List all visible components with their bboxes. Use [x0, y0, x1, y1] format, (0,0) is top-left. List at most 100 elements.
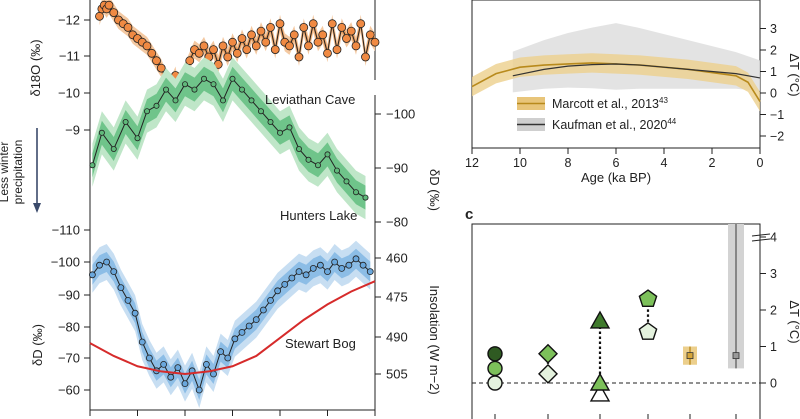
data-point: [202, 360, 210, 368]
data-point: [305, 156, 312, 163]
leviathan-series: [95, 0, 380, 106]
data-point: [109, 8, 119, 18]
data-point: [294, 52, 304, 62]
legend-text-marcott: Marcott et al., 2013: [552, 97, 659, 111]
d18o-tick-label: −10: [58, 86, 80, 101]
circle-marker: [487, 360, 503, 377]
data-point: [172, 97, 179, 104]
data-point: [185, 56, 195, 66]
stewart-series: [88, 255, 374, 394]
data-point: [356, 19, 366, 29]
data-point: [286, 124, 293, 131]
data-point: [219, 97, 226, 104]
data-point: [162, 86, 169, 93]
data-point: [142, 41, 152, 51]
stewart-tick-label: −60: [58, 383, 80, 398]
data-point: [281, 280, 289, 288]
data-point: [338, 264, 346, 272]
data-point: [304, 41, 313, 51]
legend-label-marcott: Marcott et al., 201343: [552, 96, 668, 111]
panel-b-x-label: Age (ka BP): [581, 170, 651, 185]
circle-marker: [487, 346, 503, 362]
data-point: [194, 48, 204, 58]
insolation-axis-label: Insolation (W m−2): [427, 285, 442, 394]
data-point: [237, 34, 247, 43]
panel-a-left-ticks: −12 −11 −10 −9 −110 −100 −90 −80 −70 −60: [51, 13, 90, 398]
data-point: [324, 268, 331, 276]
data-point: [138, 338, 146, 346]
data-point: [342, 34, 351, 43]
data-point: [223, 52, 233, 62]
site-label-stewart: Stewart Bog: [285, 336, 356, 351]
data-point: [200, 75, 207, 82]
data-point: [152, 56, 161, 66]
data-point: [124, 296, 132, 304]
data-point: [275, 19, 285, 29]
data-point: [88, 271, 96, 279]
stewart-tick-label: −70: [58, 351, 80, 366]
data-point: [110, 145, 117, 152]
data-point: [351, 41, 361, 51]
data-point: [257, 108, 264, 115]
hunters-series: [89, 75, 369, 201]
panel-c-y-ticks: 4 3 2 1 0: [760, 231, 777, 391]
marcott-band: [472, 53, 760, 112]
triangle-marker: [589, 383, 611, 402]
data-point: [232, 48, 242, 58]
panel-c-y-tick-label: 2: [770, 304, 777, 318]
data-point: [270, 45, 280, 54]
triangle-marker: [589, 372, 611, 391]
panel-c-y-tick-label: 1: [770, 340, 777, 354]
data-point: [324, 151, 331, 158]
data-point: [316, 261, 324, 269]
data-point: [228, 37, 237, 47]
data-point: [181, 380, 189, 388]
legend-label-kaufman: Kaufman et al., 202044: [552, 117, 677, 132]
panel-b-legend: Marcott et al., 201343 Kaufman et al., 2…: [517, 96, 677, 132]
d18o-tick-label: −9: [65, 123, 80, 138]
inner-band: [92, 66, 366, 210]
panel-b-y-tick-label: 0: [770, 87, 777, 101]
data-point: [332, 45, 342, 54]
data-point: [274, 287, 282, 295]
data-point: [89, 162, 96, 169]
hunters-right-tick-label: −100: [386, 107, 415, 122]
panel-b-x-tick-label: 6: [613, 156, 620, 170]
panel-b-y-tick-label: −2: [770, 130, 784, 144]
insolation-tick-label: 475: [386, 290, 408, 305]
data-point: [122, 119, 129, 126]
data-point: [327, 19, 337, 29]
panel-c: c 4 3 2 1 0 ΔT (°C): [465, 206, 800, 419]
data-point: [96, 261, 103, 269]
panel-c-y-label: ΔT (°C): [787, 300, 800, 343]
data-point: [256, 26, 266, 36]
diamond-marker: [538, 343, 558, 364]
data-point: [248, 97, 255, 104]
data-point: [95, 11, 104, 21]
data-point: [231, 335, 239, 343]
data-point: [361, 52, 370, 62]
stewart-tick-label: −90: [58, 288, 80, 303]
data-point: [156, 63, 166, 73]
data-point: [210, 370, 217, 378]
data-point: [131, 309, 139, 317]
data-point: [331, 258, 339, 266]
panel-a-right-ticks: −100 −90 −80 460 475 490 505: [375, 107, 415, 382]
data-point: [181, 81, 188, 88]
panel-a-x-ticks: [89, 409, 376, 416]
hunters-left-tick-label: −110: [52, 223, 80, 238]
diamond-marker: [538, 363, 558, 384]
legend-text-kaufman: Kaufman et al., 2020: [552, 118, 667, 132]
legend-sup-kaufman: 44: [667, 117, 676, 126]
data-point: [98, 129, 105, 136]
data-point: [302, 271, 310, 279]
data-point: [147, 48, 157, 58]
data-point: [245, 322, 253, 330]
data-point: [352, 255, 360, 263]
data-point: [359, 261, 367, 269]
marcott-estimate-point: [686, 352, 694, 360]
data-point: [110, 268, 118, 276]
data-point: [362, 194, 369, 201]
data-point: [191, 86, 198, 93]
